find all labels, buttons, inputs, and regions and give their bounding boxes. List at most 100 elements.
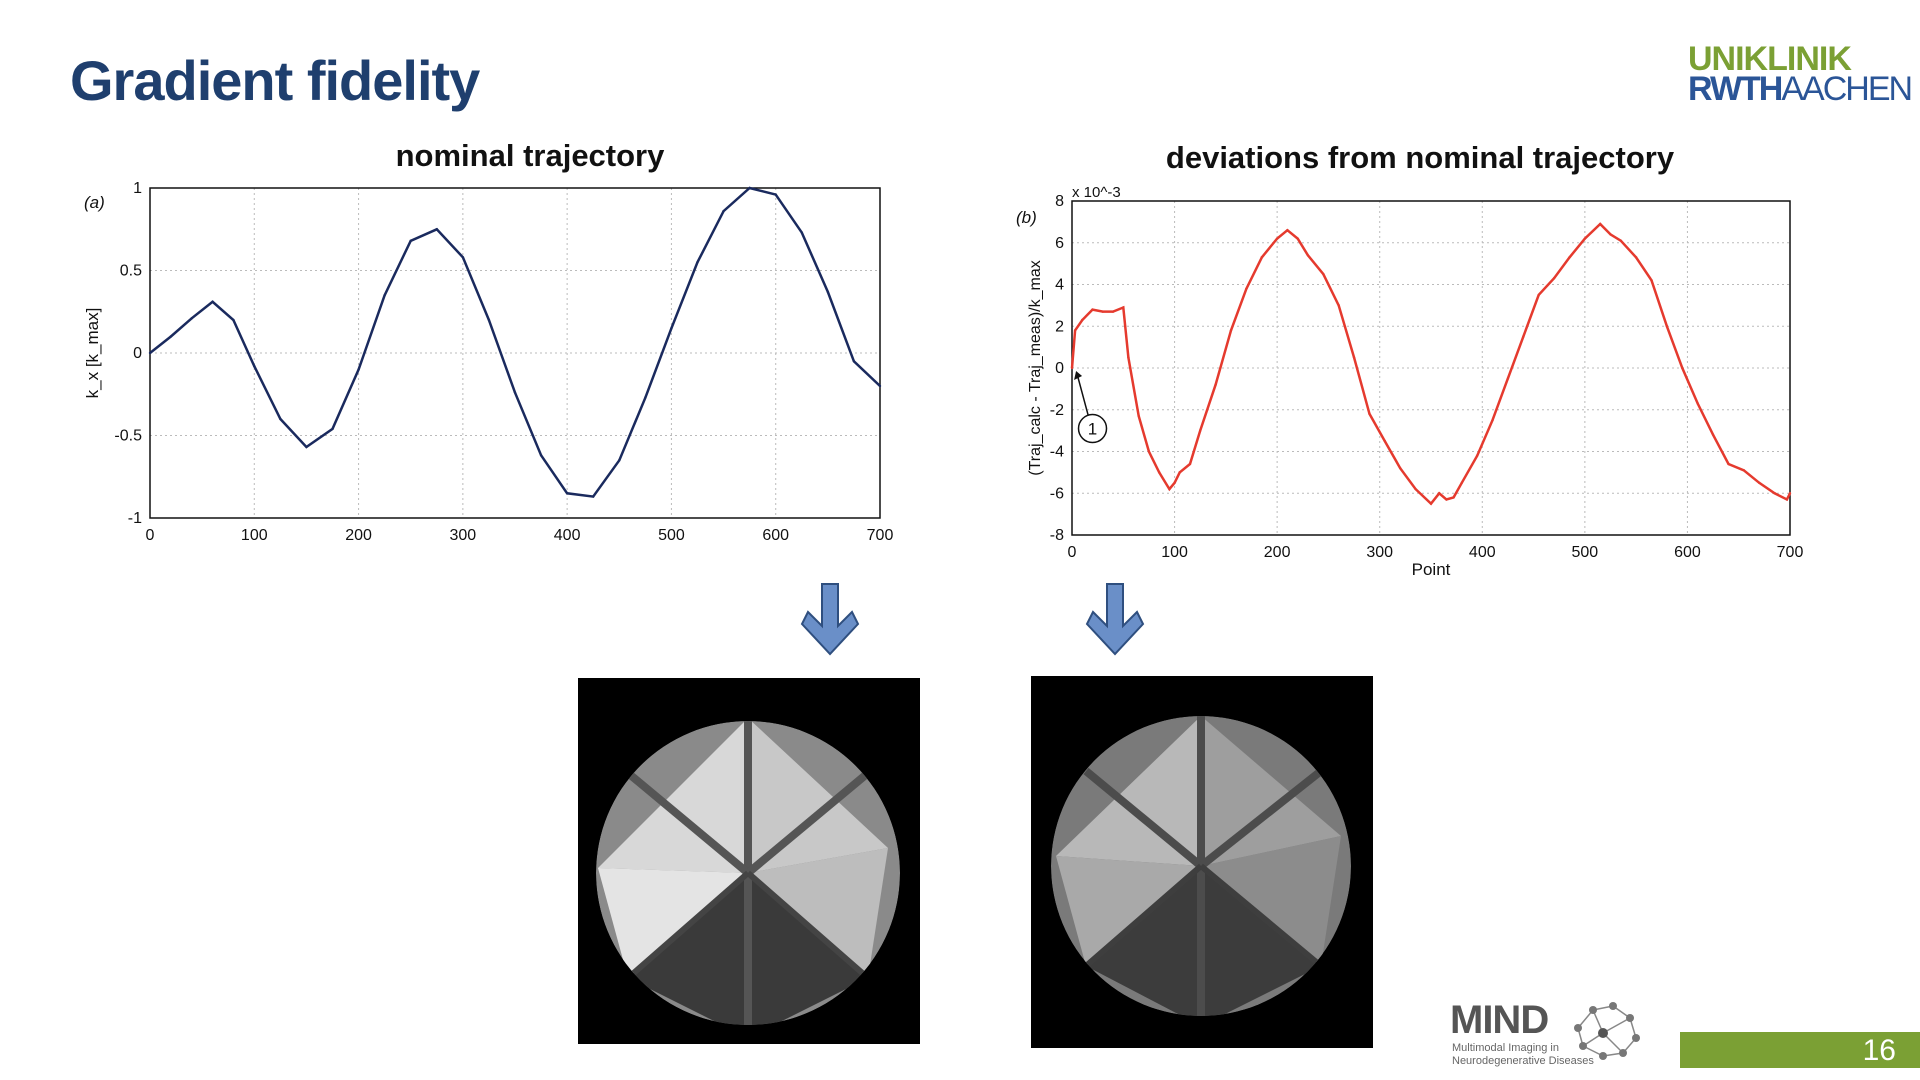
x-tick-label: 700 xyxy=(1777,544,1804,561)
data-point xyxy=(487,318,491,322)
x-tick-label: 300 xyxy=(1366,544,1393,561)
data-point xyxy=(461,256,465,259)
data-point xyxy=(1552,277,1556,280)
data-point xyxy=(1137,414,1140,418)
data-point xyxy=(331,427,334,431)
data-point xyxy=(1429,502,1433,505)
data-point xyxy=(1696,402,1699,405)
data-point xyxy=(1634,256,1638,259)
data-point xyxy=(513,391,517,394)
x-tick-label: 0 xyxy=(1068,544,1077,561)
data-point xyxy=(696,261,699,264)
chart-b-title: deviations from nominal trajectory xyxy=(1165,140,1675,175)
data-point xyxy=(826,290,830,294)
x-tick-label: 200 xyxy=(1264,544,1291,561)
y-tick-label: 0.5 xyxy=(120,263,142,280)
uniklinik-rwth-logo: UNIKLINIK RWTHAACHEN xyxy=(1688,40,1913,106)
data-point xyxy=(1229,329,1233,332)
y-tick-label: 0 xyxy=(133,345,142,362)
x-tick-label: 400 xyxy=(1469,544,1496,561)
panel-label-a: (a) xyxy=(84,193,105,212)
data-point xyxy=(1609,233,1612,236)
data-point xyxy=(1214,383,1217,386)
data-point xyxy=(1173,481,1176,485)
data-point xyxy=(1452,496,1455,499)
data-point xyxy=(1306,254,1310,257)
data-point xyxy=(1650,279,1653,282)
data-point xyxy=(1506,377,1510,380)
data-point xyxy=(1383,439,1387,443)
mind-logo: MIND Multimodal Imaging in Neurodegenera… xyxy=(1450,998,1650,1068)
data-point xyxy=(1665,325,1669,328)
x-tick-label: 300 xyxy=(450,527,477,544)
mind-logo-text: MIND xyxy=(1450,998,1549,1042)
y-tick-label: 0 xyxy=(1055,360,1064,377)
data-point xyxy=(1337,304,1340,307)
data-point xyxy=(1785,498,1789,501)
x-tick-label: 700 xyxy=(867,527,894,544)
y-tick-label: 8 xyxy=(1055,193,1064,210)
data-point xyxy=(1101,310,1104,313)
data-point xyxy=(169,335,173,338)
data-point xyxy=(1199,429,1202,432)
data-point xyxy=(800,231,803,234)
x-axis-label: Point xyxy=(1412,560,1451,579)
data-point xyxy=(1475,454,1479,457)
data-point xyxy=(211,300,214,304)
logo-line-uniklinik: UNIKLINIK xyxy=(1688,40,1852,78)
y-axis-label: (Traj_calc - Traj_meas)/k_max xyxy=(1027,260,1044,475)
y-tick-label: -4 xyxy=(1050,444,1064,461)
mind-network-icon xyxy=(1574,1002,1640,1060)
annotation-arrow xyxy=(1076,373,1090,417)
data-point xyxy=(1368,412,1371,416)
mri-image-corrected xyxy=(1031,676,1373,1048)
data-point xyxy=(1460,481,1463,485)
data-point xyxy=(232,318,235,322)
x-tick-label: 600 xyxy=(762,527,789,544)
y-tick-label: 2 xyxy=(1055,318,1064,335)
chart-a-title: nominal trajectory xyxy=(395,138,665,173)
data-point xyxy=(1178,471,1181,474)
data-point xyxy=(1091,308,1094,311)
data-point xyxy=(357,368,360,371)
data-point xyxy=(1245,287,1248,290)
data-point xyxy=(253,365,256,368)
y-tick-label: -6 xyxy=(1050,485,1064,502)
panel-label-b: (b) xyxy=(1016,208,1037,227)
data-point xyxy=(748,186,751,190)
data-point xyxy=(279,417,282,421)
data-point xyxy=(852,360,856,363)
x-tick-label: 400 xyxy=(554,527,581,544)
x-tick-label: 0 xyxy=(146,527,155,544)
y-tick-label: 4 xyxy=(1055,277,1064,294)
logo-aachen-text: AACHEN xyxy=(1781,70,1913,108)
data-point xyxy=(1788,492,1792,495)
data-point xyxy=(1122,306,1125,309)
page-number-box: 16 xyxy=(1680,1032,1920,1068)
y-axis-label: k_x [k_max] xyxy=(83,308,102,399)
data-point xyxy=(1773,492,1776,495)
data-point xyxy=(1438,492,1441,495)
chart-deviations: 0 100 200 300 400 500 600 700 8 6 4 2 0 -2 -4 -6 -8 (b) x … xyxy=(1016,184,1804,579)
down-arrow-icon xyxy=(1085,583,1145,656)
logo-line-rwth-aachen: RWTHAACHEN xyxy=(1688,72,1913,106)
annotation-label: 1 xyxy=(1088,420,1097,439)
data-point xyxy=(565,492,569,495)
data-point xyxy=(409,239,412,242)
data-point xyxy=(305,445,308,449)
data-point xyxy=(1522,335,1525,338)
data-point xyxy=(1758,481,1761,485)
mind-logo-subtitle-2: Neurodegenerative Diseases xyxy=(1452,1055,1594,1067)
data-point xyxy=(1681,366,1684,370)
data-point xyxy=(1188,462,1192,466)
data-point xyxy=(1111,310,1115,313)
data-point xyxy=(592,495,595,498)
data-point xyxy=(1168,487,1171,491)
data-point xyxy=(1599,222,1602,226)
y-tick-label: -0.5 xyxy=(114,428,142,445)
x-tick-label: 200 xyxy=(345,527,372,544)
data-point xyxy=(1286,229,1289,232)
data-point xyxy=(1260,256,1263,259)
data-point xyxy=(383,294,386,297)
chart-nominal-trajectory: 0 100 200 300 400 500 600 700 1 0.5 0 -0.5 -1 (a) k_x … xyxy=(83,180,894,544)
